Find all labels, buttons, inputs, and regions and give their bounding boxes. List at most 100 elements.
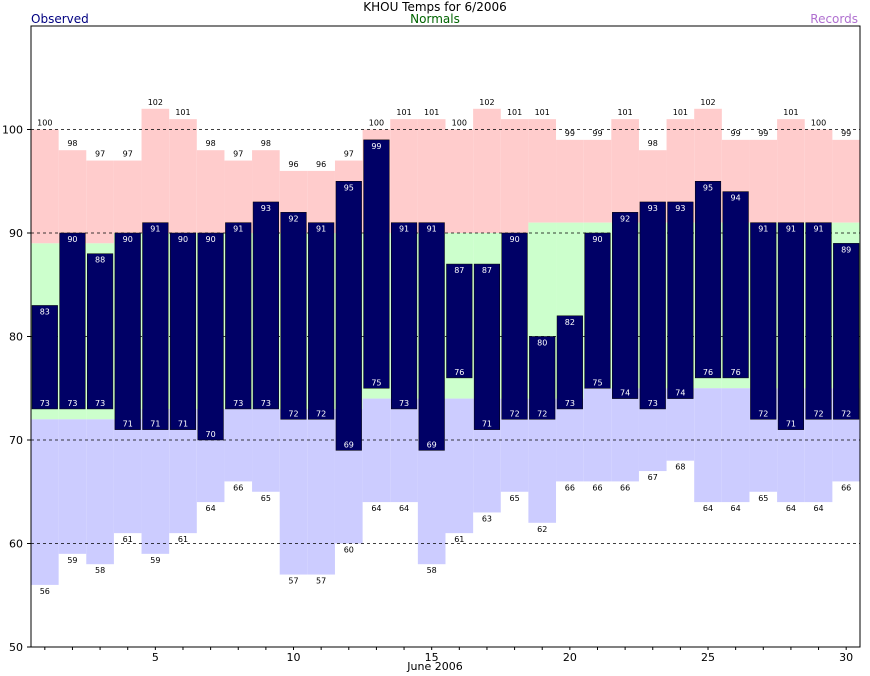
observed-high-label: 91 xyxy=(233,225,243,234)
observed-low-label: 73 xyxy=(67,399,77,408)
observed-high-label: 93 xyxy=(675,204,685,213)
record-low-label: 64 xyxy=(206,504,216,513)
observed-high-label: 88 xyxy=(95,256,105,265)
y-tick-label: 50 xyxy=(9,641,23,654)
legend-observed: Observed xyxy=(31,12,89,26)
observed-low-label: 72 xyxy=(509,409,519,418)
observed-bar xyxy=(87,253,114,410)
record-high-band xyxy=(556,139,584,223)
x-tick-label: 20 xyxy=(563,651,577,664)
record-high-label: 100 xyxy=(811,119,826,128)
observed-bar xyxy=(225,222,252,410)
observed-low-label: 73 xyxy=(233,399,243,408)
observed-bar xyxy=(529,336,556,420)
observed-high-label: 93 xyxy=(261,204,271,213)
record-high-label: 100 xyxy=(37,119,52,128)
record-low-label: 66 xyxy=(233,483,243,492)
record-high-band xyxy=(86,160,114,244)
record-high-band xyxy=(196,150,225,233)
record-high-label: 100 xyxy=(452,119,467,128)
observed-low-label: 73 xyxy=(261,399,271,408)
observed-low-label: 71 xyxy=(178,420,188,429)
record-low-label: 57 xyxy=(316,577,326,586)
record-high-label: 98 xyxy=(67,139,77,148)
record-low-label: 66 xyxy=(841,483,851,492)
record-low-band xyxy=(445,398,474,534)
record-high-band xyxy=(417,119,446,233)
record-low-label: 61 xyxy=(178,535,188,544)
record-high-label: 101 xyxy=(175,108,190,117)
record-high-band xyxy=(804,129,833,223)
record-high-band xyxy=(500,119,529,233)
observed-high-label: 94 xyxy=(731,194,741,203)
observed-low-label: 72 xyxy=(288,409,298,418)
observed-low-label: 73 xyxy=(565,399,575,408)
record-low-label: 65 xyxy=(261,494,271,503)
record-high-label: 99 xyxy=(592,129,602,138)
record-high-label: 96 xyxy=(316,160,326,169)
record-low-label: 60 xyxy=(344,546,354,555)
observed-bar xyxy=(114,232,141,430)
observed-bar xyxy=(363,139,390,389)
record-low-label: 62 xyxy=(537,525,547,534)
observed-bar xyxy=(722,191,749,379)
record-low-band xyxy=(224,408,253,482)
record-low-label: 65 xyxy=(509,494,519,503)
record-low-label: 56 xyxy=(40,587,50,596)
observed-bar xyxy=(142,222,169,430)
record-high-label: 102 xyxy=(700,98,715,107)
y-tick-label: 80 xyxy=(9,331,23,344)
observed-high-label: 91 xyxy=(427,225,437,234)
record-high-label: 97 xyxy=(123,150,133,159)
observed-low-label: 73 xyxy=(399,399,409,408)
record-high-band xyxy=(611,119,639,223)
record-high-label: 102 xyxy=(148,98,163,107)
observed-bar xyxy=(667,201,694,399)
observed-low-label: 71 xyxy=(482,420,492,429)
record-low-band xyxy=(141,408,170,554)
observed-bar xyxy=(833,243,860,420)
observed-high-label: 90 xyxy=(178,235,188,244)
observed-bar xyxy=(639,201,666,410)
observed-high-label: 91 xyxy=(399,225,409,234)
y-tick-label: 70 xyxy=(9,434,23,447)
observed-low-label: 72 xyxy=(841,409,851,418)
observed-bar xyxy=(694,181,722,379)
record-low-band xyxy=(721,388,750,503)
observed-high-label: 87 xyxy=(482,266,492,275)
record-high-band xyxy=(141,108,170,233)
record-low-label: 64 xyxy=(703,504,713,513)
observed-bar xyxy=(31,305,58,410)
record-high-label: 99 xyxy=(731,129,741,138)
record-low-band xyxy=(279,408,308,575)
x-axis-label: June 2006 xyxy=(407,660,463,673)
observed-high-label: 99 xyxy=(371,142,381,151)
observed-high-label: 90 xyxy=(123,235,133,244)
record-high-band xyxy=(583,139,612,223)
observed-bar xyxy=(308,222,335,420)
record-high-label: 101 xyxy=(783,108,798,117)
record-low-label: 61 xyxy=(454,535,464,544)
observed-high-label: 87 xyxy=(454,266,464,275)
observed-high-label: 90 xyxy=(206,235,216,244)
observed-high-label: 91 xyxy=(150,225,160,234)
y-tick-label: 100 xyxy=(2,124,23,137)
observed-high-label: 91 xyxy=(316,225,326,234)
record-low-band xyxy=(86,419,114,565)
record-low-label: 58 xyxy=(95,566,105,575)
observed-low-label: 75 xyxy=(592,378,602,387)
record-low-band xyxy=(113,419,142,534)
observed-low-label: 73 xyxy=(95,399,105,408)
record-high-label: 99 xyxy=(565,129,575,138)
record-high-band xyxy=(169,119,197,233)
observed-bar xyxy=(777,222,804,430)
observed-bar xyxy=(501,232,528,420)
record-low-label: 59 xyxy=(67,556,77,565)
record-low-band xyxy=(31,419,59,585)
observed-high-label: 95 xyxy=(703,183,713,192)
observed-low-label: 76 xyxy=(703,368,713,377)
record-low-label: 61 xyxy=(123,535,133,544)
observed-bar xyxy=(335,181,362,451)
observed-bar xyxy=(197,232,224,441)
record-low-label: 64 xyxy=(371,504,381,513)
